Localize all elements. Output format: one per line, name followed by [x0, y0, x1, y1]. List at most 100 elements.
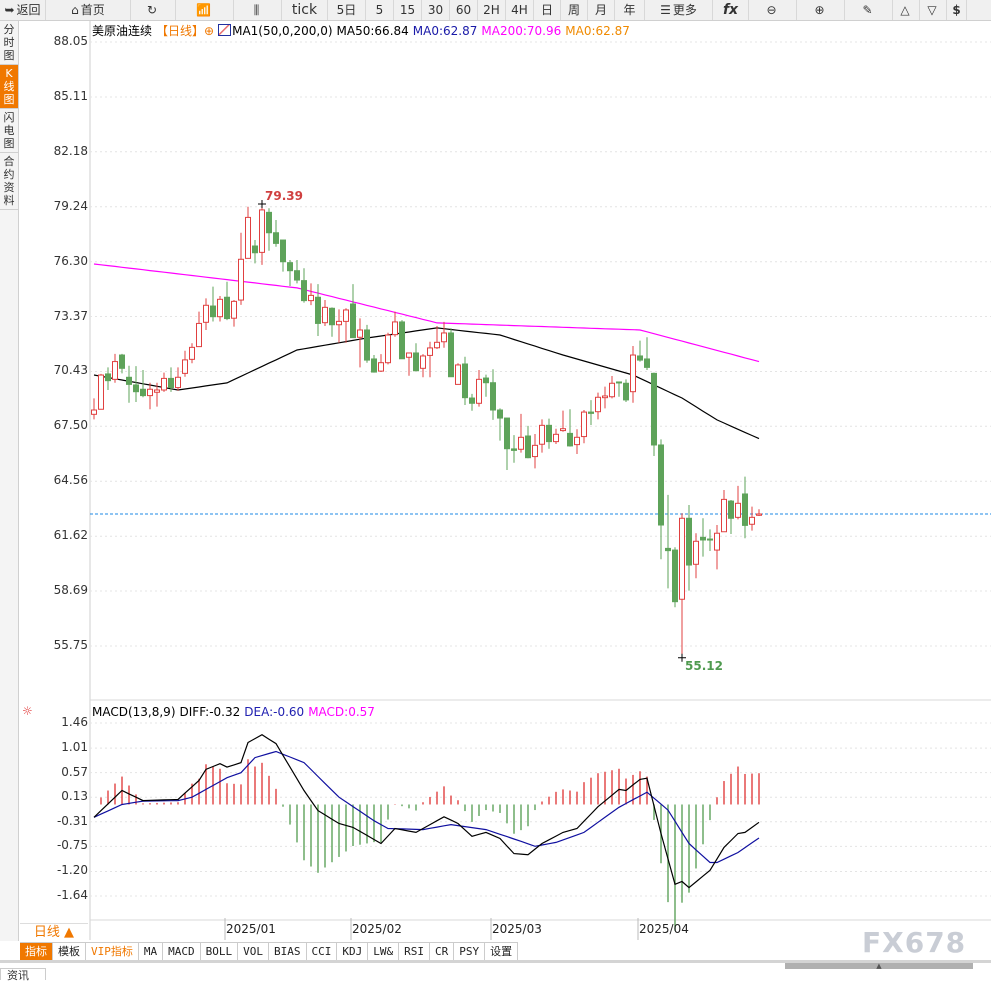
- indicator-tab-ma[interactable]: MA: [139, 943, 164, 960]
- price-tick-label: 88.05: [53, 34, 88, 48]
- toolbar-label: 日: [540, 3, 553, 17]
- candle-up: [602, 386, 608, 409]
- macd-tick-label: -0.75: [56, 838, 88, 853]
- price-tick-label: 58.69: [53, 583, 88, 598]
- toolbar-button-p15[interactable]: 月: [588, 0, 615, 20]
- candle-down: [273, 220, 279, 247]
- sun-icon[interactable]: ☼: [22, 704, 33, 718]
- zoom-out-button[interactable]: ⊖: [749, 0, 797, 20]
- zoom-in-button[interactable]: ⊕: [797, 0, 845, 20]
- indicator-tab-rsi[interactable]: RSI: [399, 943, 430, 960]
- candle-down: [399, 320, 405, 360]
- indicator-tab-cr[interactable]: CR: [430, 943, 455, 960]
- indicator-tab-设置[interactable]: 设置: [485, 943, 519, 960]
- candle-down: [637, 340, 643, 362]
- toolbar-button-p16[interactable]: 年: [615, 0, 645, 20]
- ma50-line: [93, 327, 760, 440]
- candle-down: [294, 260, 300, 284]
- tab-news[interactable]: 资讯: [0, 968, 46, 982]
- candle-down: [266, 208, 272, 251]
- triangle-down-button[interactable]: ▽: [920, 0, 947, 20]
- candle-up: [378, 354, 384, 373]
- candle-up: [357, 318, 363, 368]
- toolbar-button-function[interactable]: fx: [713, 0, 749, 20]
- price-tick-label: 79.24: [53, 198, 88, 213]
- refresh-button[interactable]: ↻: [131, 0, 176, 20]
- pen-button[interactable]: ✎: [845, 0, 893, 20]
- price-tick-label: 55.75: [53, 638, 88, 652]
- candle-up: [609, 375, 615, 399]
- candle-down: [742, 476, 748, 539]
- candle-down: [462, 356, 468, 405]
- refresh-icon: ↻: [146, 3, 158, 17]
- macd-value: MACD:0.57: [308, 705, 375, 719]
- triangle-up-button[interactable]: △: [893, 0, 920, 20]
- toolbar-label: 60: [455, 3, 472, 17]
- indicator-tab-lw&[interactable]: LW&: [368, 943, 400, 960]
- menu-icon: ☰: [660, 3, 671, 17]
- indicator-tab-vol[interactable]: VOL: [238, 943, 269, 960]
- candle-up: [189, 343, 195, 364]
- side-tabs: 分时图 K线图 闪电图 合约资料: [0, 21, 19, 941]
- toolbar-button-p8[interactable]: 15: [394, 0, 422, 20]
- candle-up: [630, 346, 636, 403]
- indicator-tab-psy[interactable]: PSY: [454, 943, 486, 960]
- macd-tick-label: 1.46: [61, 715, 88, 729]
- candle-up: [231, 300, 237, 327]
- toolbar-button-back-arrow[interactable]: ➥ 返回: [0, 0, 46, 20]
- candle-up: [427, 341, 433, 378]
- toolbar-button-p11[interactable]: 2H: [478, 0, 506, 20]
- toolbar-button-menu[interactable]: ☰ 更多: [645, 0, 713, 20]
- indicator-tabs: 指标 模板 VIP指标 MA MACD BOLL VOL BIAS CCI KDJ LW& RSI CR…: [20, 942, 519, 960]
- indicator-params: MA1(50,0,200,0): [232, 24, 333, 38]
- candle-up: [175, 367, 181, 391]
- toolbar-button-p12[interactable]: 4H: [506, 0, 534, 20]
- price-tick-label: 76.30: [53, 253, 88, 268]
- indicator-tab-指标[interactable]: 指标: [20, 943, 53, 960]
- toolbar-button-p10[interactable]: 60: [450, 0, 478, 20]
- triangle-up-icon: ▲: [876, 962, 882, 970]
- toolbar-button-p14[interactable]: 周: [561, 0, 588, 20]
- toolbar-button-dollar[interactable]: $: [947, 0, 967, 20]
- toolbar-button-p5[interactable]: tick: [282, 0, 328, 20]
- macd-tick-label: -1.64: [56, 888, 88, 902]
- candle-up: [476, 369, 482, 407]
- candle-up: [560, 410, 566, 432]
- bar-chart-icon: 📶: [196, 3, 211, 17]
- ma0-value-2: MA0:62.87: [565, 24, 630, 38]
- side-tab-1[interactable]: K线图: [0, 65, 18, 109]
- candle-up: [196, 311, 202, 348]
- candle-up: [539, 419, 545, 453]
- indicator-tab-vip指标[interactable]: VIP指标: [86, 943, 139, 960]
- toolbar-button-p9[interactable]: 30: [422, 0, 450, 20]
- indicator-icon[interactable]: [218, 24, 232, 36]
- toolbar-label: 30: [427, 3, 444, 17]
- candle-down: [252, 240, 258, 264]
- candle-up: [392, 311, 398, 337]
- toolbar-button-p13[interactable]: 日: [534, 0, 561, 20]
- candle-down: [119, 353, 125, 374]
- candle-down: [301, 268, 307, 303]
- panel-collapse-handle[interactable]: ▲: [785, 962, 973, 970]
- candle-down: [280, 239, 286, 272]
- indicator-tab-cci[interactable]: CCI: [307, 943, 338, 960]
- indicator-tab-bias[interactable]: BIAS: [269, 943, 307, 960]
- indicator-tab-macd[interactable]: MACD: [163, 943, 201, 960]
- toolbar-button-p7[interactable]: 5: [366, 0, 394, 20]
- toolbar-button-home[interactable]: ⌂ 首页: [46, 0, 131, 20]
- period-selector[interactable]: 日线 ▲: [20, 923, 88, 942]
- indicator-tab-kdj[interactable]: KDJ: [337, 943, 369, 960]
- side-tab-3[interactable]: 合约资料: [0, 153, 18, 210]
- indicator-tab-模板[interactable]: 模板: [53, 943, 86, 960]
- side-tab-2[interactable]: 闪电图: [0, 109, 18, 153]
- settings-icon[interactable]: ⊕: [204, 24, 215, 38]
- macd-tick-label: -1.20: [56, 863, 88, 878]
- toolbar-button-p6[interactable]: 5日: [328, 0, 366, 20]
- toolbar-label: 月: [594, 3, 607, 17]
- indicator-tab-boll[interactable]: BOLL: [201, 943, 239, 960]
- candlestick-button[interactable]: ⫼: [234, 0, 282, 20]
- macd-params: MACD(13,8,9): [92, 705, 176, 719]
- bar-chart-button[interactable]: 📶: [176, 0, 234, 20]
- side-tab-0[interactable]: 分时图: [0, 21, 18, 65]
- candle-down: [623, 379, 629, 402]
